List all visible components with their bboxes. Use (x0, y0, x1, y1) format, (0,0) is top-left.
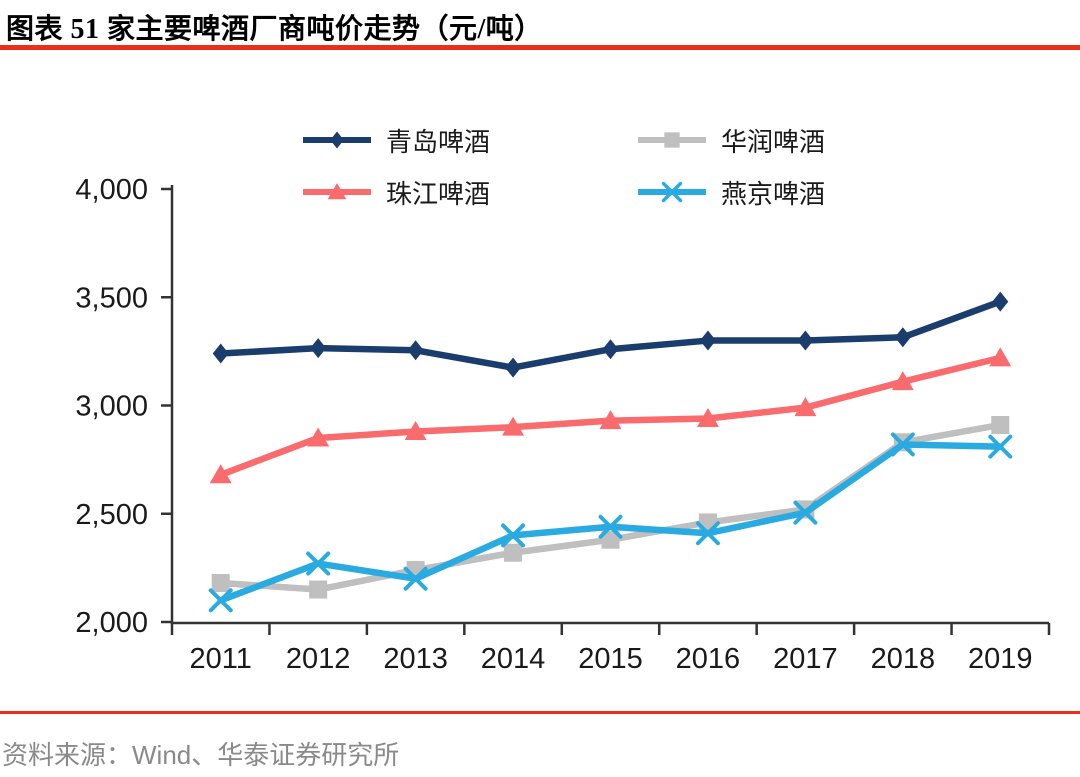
data-point-x (306, 551, 331, 576)
data-point-square (991, 415, 1010, 434)
data-point-triangle (794, 397, 817, 417)
legend-item-qingdao-beer: 青岛啤酒 (302, 125, 490, 157)
data-point-diamond (602, 339, 619, 360)
data-point-triangle (209, 464, 232, 484)
x-tick-label: 2012 (286, 643, 351, 675)
x-tick-label: 2018 (871, 643, 936, 675)
series-zhujiang-beer (209, 347, 1012, 484)
data-point-x (598, 514, 623, 539)
y-tick-label: 3,500 (75, 282, 148, 314)
x-tick-label: 2017 (773, 643, 838, 675)
y-tick-label: 2,500 (75, 499, 148, 531)
data-point-triangle (307, 427, 330, 447)
data-point-triangle (404, 420, 427, 440)
legend-square-icon (638, 132, 706, 148)
legend-diamond-icon (303, 131, 371, 149)
chart-legend: 青岛啤酒 华润啤酒珠江啤酒 燕京啤酒 (0, 0, 1080, 230)
data-point-triangle (327, 183, 347, 200)
data-point-x (890, 432, 915, 457)
data-point-square (504, 543, 523, 562)
data-point-diamond (894, 327, 911, 348)
data-point-triangle (696, 407, 719, 427)
data-point-x (208, 588, 233, 613)
data-point-square (601, 530, 620, 549)
data-point-x (403, 566, 428, 591)
y-tick-label: 3,000 (75, 391, 148, 423)
x-tick-label: 2014 (481, 643, 546, 675)
legend-triangle-icon (303, 183, 371, 200)
data-point-x (501, 523, 526, 548)
legend-item-yanjing-beer: 燕京啤酒 (637, 177, 825, 209)
legend-x-icon (638, 181, 706, 203)
data-point-square (664, 132, 680, 148)
x-tick-label: 2013 (383, 643, 448, 675)
data-point-x (695, 521, 720, 546)
data-point-diamond (310, 338, 327, 359)
x-tick-label: 2016 (676, 643, 741, 675)
legend-label: 华润啤酒 (721, 127, 826, 157)
x-tick-label: 2011 (190, 643, 252, 675)
data-point-square (211, 574, 230, 593)
data-point-x (988, 434, 1013, 459)
data-point-triangle (502, 416, 525, 436)
y-tick-label: 4,000 (75, 174, 148, 206)
data-point-diamond (797, 330, 814, 351)
legend-label: 燕京啤酒 (721, 179, 826, 209)
data-point-triangle (599, 410, 622, 430)
figure-title: 图表 51 家主要啤酒厂商吨价走势（元/吨） (6, 14, 543, 45)
legend-item-huarun-beer: 华润啤酒 (637, 125, 825, 157)
data-point-triangle (891, 371, 914, 391)
data-point-diamond (212, 343, 229, 364)
x-tick-label: 2019 (968, 643, 1033, 675)
source-note: 资料来源：Wind、华泰证券研究所 (2, 740, 400, 770)
legend-label: 青岛啤酒 (386, 127, 491, 157)
data-point-diamond (330, 131, 344, 149)
data-point-x (793, 500, 818, 525)
source-rule (0, 711, 1080, 714)
y-tick-label: 2,000 (75, 607, 148, 639)
legend-label: 珠江啤酒 (386, 179, 491, 209)
data-point-diamond (699, 330, 716, 351)
data-point-diamond (505, 357, 522, 378)
data-point-diamond (407, 340, 424, 361)
data-point-triangle (989, 347, 1012, 367)
data-point-square (309, 580, 328, 599)
legend-item-zhujiang-beer: 珠江啤酒 (302, 177, 490, 209)
axis-lines (170, 185, 1049, 625)
data-point-x (661, 181, 683, 203)
data-point-diamond (992, 291, 1009, 312)
title-rule (0, 45, 1080, 50)
x-tick-label: 2015 (578, 643, 643, 675)
series-line-yanjing-beer (217, 441, 1004, 604)
series-huarun-beer (211, 415, 1010, 599)
series-yanjing-beer (208, 432, 1013, 613)
series-qingdao-beer (212, 291, 1009, 378)
